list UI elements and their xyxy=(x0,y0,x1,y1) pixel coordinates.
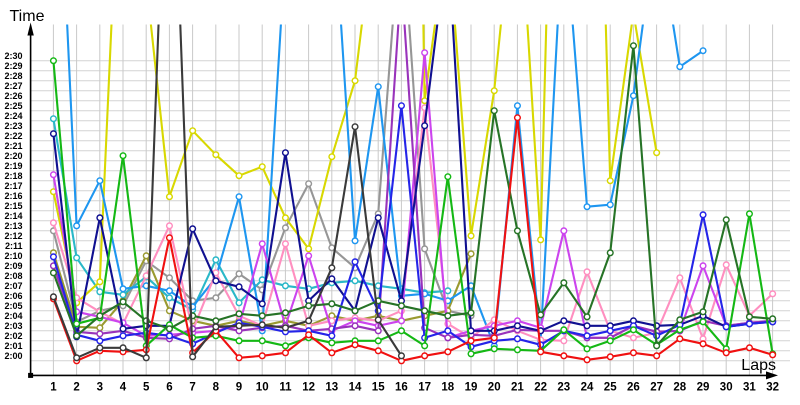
svg-text:2:07: 2:07 xyxy=(4,281,22,291)
svg-text:2:09: 2:09 xyxy=(4,261,22,271)
svg-text:2:04: 2:04 xyxy=(4,311,22,321)
svg-text:2:23: 2:23 xyxy=(4,121,22,131)
svg-text:2:00: 2:00 xyxy=(4,351,22,361)
svg-text:23: 23 xyxy=(557,382,570,394)
svg-text:3: 3 xyxy=(97,382,103,394)
svg-text:14: 14 xyxy=(349,382,362,394)
svg-text:2:14: 2:14 xyxy=(4,211,22,221)
svg-text:2:27: 2:27 xyxy=(4,81,22,91)
svg-text:2:03: 2:03 xyxy=(4,321,22,331)
svg-text:12: 12 xyxy=(302,382,315,394)
svg-text:2:10: 2:10 xyxy=(4,251,22,261)
svg-text:2:13: 2:13 xyxy=(4,221,22,231)
svg-text:2:16: 2:16 xyxy=(4,191,22,201)
svg-text:4: 4 xyxy=(120,382,127,394)
svg-text:2:06: 2:06 xyxy=(4,291,22,301)
svg-text:2: 2 xyxy=(73,382,79,394)
svg-text:2:28: 2:28 xyxy=(4,71,22,81)
svg-text:21: 21 xyxy=(511,382,524,394)
svg-text:2:11: 2:11 xyxy=(5,241,23,251)
svg-text:9: 9 xyxy=(236,382,242,394)
svg-text:22: 22 xyxy=(534,382,547,394)
svg-text:11: 11 xyxy=(279,382,292,394)
svg-text:2:05: 2:05 xyxy=(4,301,22,311)
svg-text:2:17: 2:17 xyxy=(4,181,22,191)
svg-text:2:21: 2:21 xyxy=(4,141,22,151)
svg-text:2:20: 2:20 xyxy=(4,151,22,161)
svg-text:30: 30 xyxy=(720,382,733,394)
svg-text:Time: Time xyxy=(10,8,45,25)
svg-text:2:08: 2:08 xyxy=(4,271,22,281)
svg-text:26: 26 xyxy=(627,382,640,394)
svg-text:2:30: 2:30 xyxy=(4,51,22,61)
svg-text:8: 8 xyxy=(213,382,220,394)
svg-text:2:29: 2:29 xyxy=(4,61,22,71)
svg-text:2:18: 2:18 xyxy=(4,171,22,181)
svg-text:19: 19 xyxy=(465,382,478,394)
svg-text:13: 13 xyxy=(325,382,338,394)
svg-text:25: 25 xyxy=(604,382,617,394)
svg-text:2:01: 2:01 xyxy=(4,341,22,351)
svg-text:27: 27 xyxy=(650,382,663,394)
svg-text:24: 24 xyxy=(581,382,594,394)
svg-text:7: 7 xyxy=(189,382,195,394)
svg-text:31: 31 xyxy=(743,382,756,394)
svg-text:2:15: 2:15 xyxy=(4,201,22,211)
svg-text:10: 10 xyxy=(256,382,269,394)
svg-text:2:12: 2:12 xyxy=(4,231,22,241)
svg-text:6: 6 xyxy=(166,382,172,394)
svg-text:20: 20 xyxy=(488,382,501,394)
svg-text:2:02: 2:02 xyxy=(4,331,22,341)
svg-text:16: 16 xyxy=(395,382,408,394)
svg-text:2:22: 2:22 xyxy=(4,131,22,141)
svg-text:29: 29 xyxy=(697,382,710,394)
svg-text:2:24: 2:24 xyxy=(4,111,22,121)
svg-text:17: 17 xyxy=(418,382,431,394)
svg-text:2:26: 2:26 xyxy=(4,91,22,101)
svg-text:28: 28 xyxy=(673,382,686,394)
svg-text:1: 1 xyxy=(50,382,57,394)
svg-text:15: 15 xyxy=(372,382,385,394)
svg-text:32: 32 xyxy=(766,382,779,394)
svg-text:18: 18 xyxy=(441,382,454,394)
svg-text:5: 5 xyxy=(143,382,150,394)
svg-text:Laps: Laps xyxy=(741,357,776,374)
svg-text:2:19: 2:19 xyxy=(4,161,22,171)
svg-text:2:25: 2:25 xyxy=(4,101,22,111)
